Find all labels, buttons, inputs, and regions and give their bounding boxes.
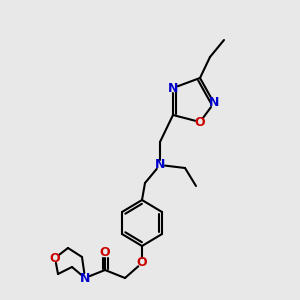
Text: N: N [155, 158, 165, 172]
Text: O: O [50, 251, 60, 265]
Text: N: N [168, 82, 178, 94]
Text: O: O [195, 116, 205, 128]
Text: N: N [80, 272, 90, 284]
Text: N: N [209, 97, 219, 110]
Text: O: O [137, 256, 147, 269]
Text: O: O [100, 247, 110, 260]
